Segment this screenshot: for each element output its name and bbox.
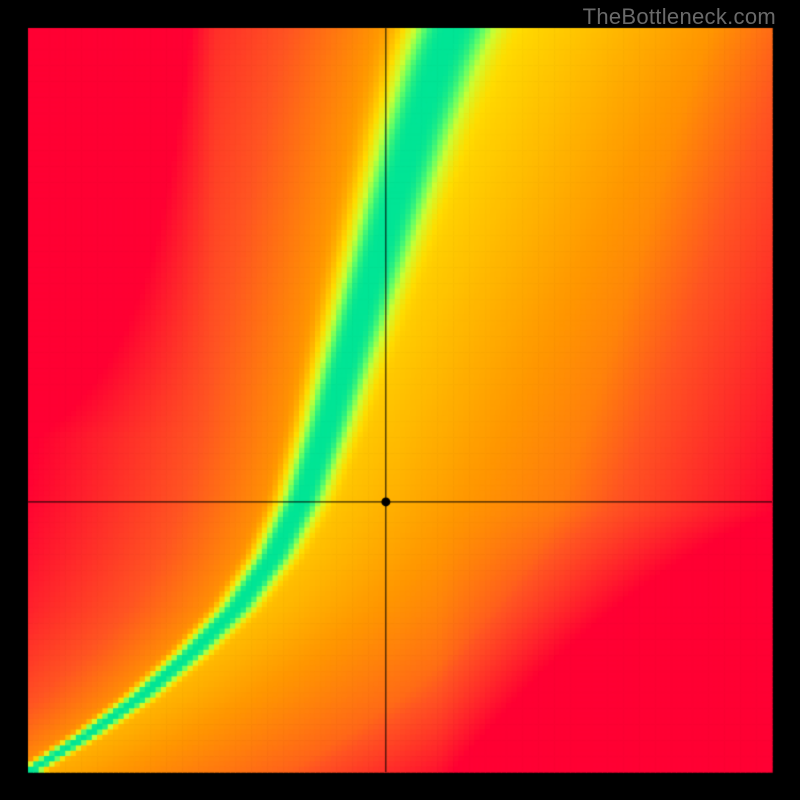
chart-container: { "watermark": { "text": "TheBottleneck.…: [0, 0, 800, 800]
watermark-text: TheBottleneck.com: [583, 4, 776, 30]
crosshair-overlay: [0, 0, 800, 800]
